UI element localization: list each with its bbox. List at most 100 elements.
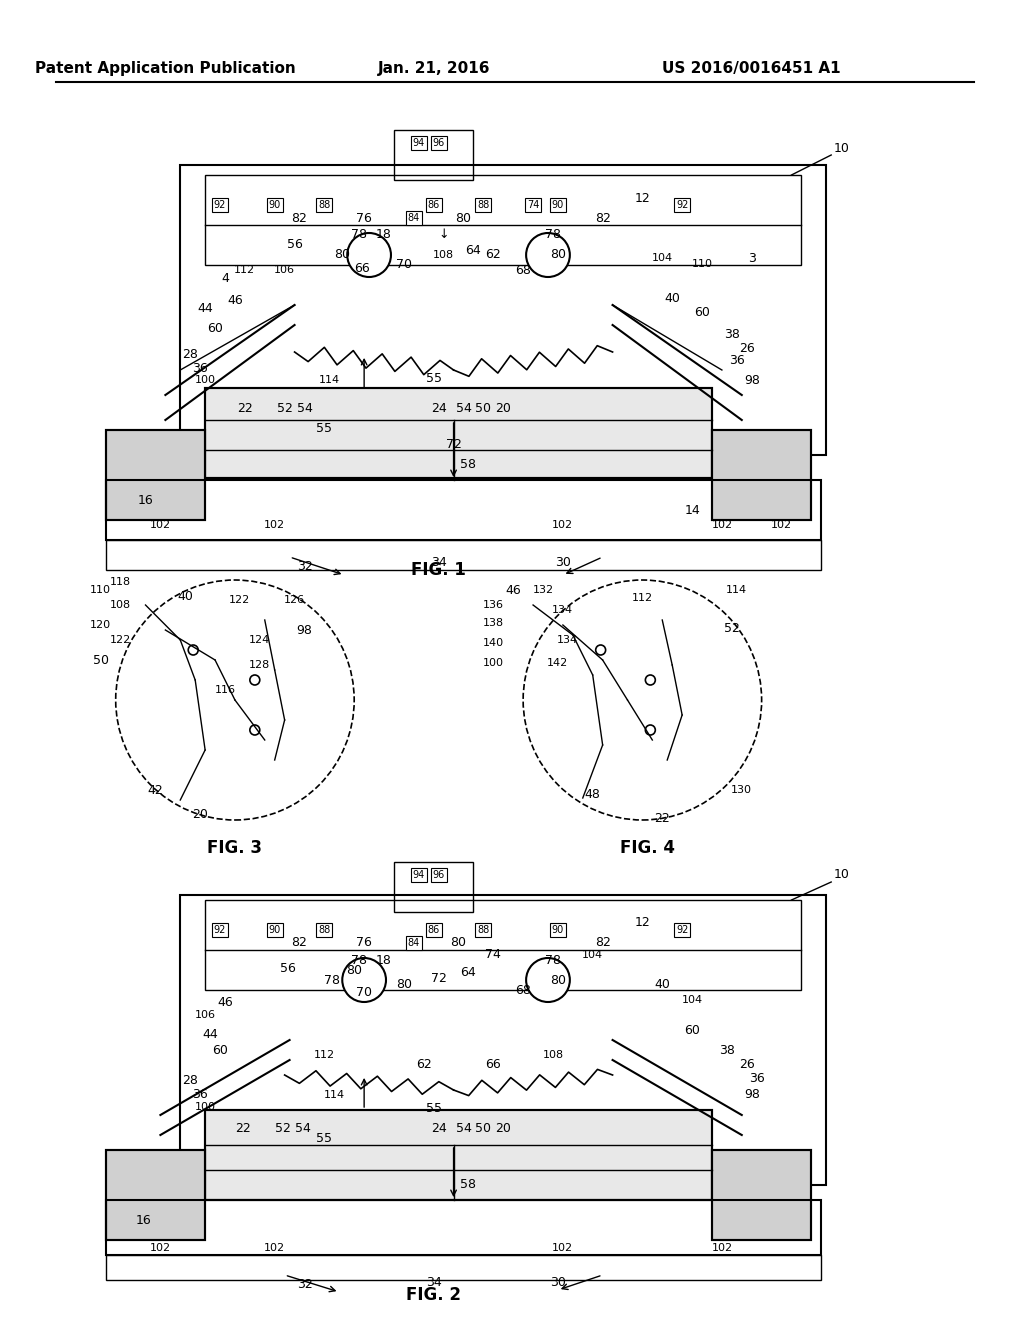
Text: 102: 102 bbox=[264, 1243, 286, 1253]
Text: 44: 44 bbox=[202, 1028, 218, 1041]
Text: 36: 36 bbox=[729, 354, 744, 367]
Text: 70: 70 bbox=[396, 259, 412, 272]
Text: 32: 32 bbox=[297, 561, 312, 573]
Text: 96: 96 bbox=[432, 870, 444, 880]
Text: 48: 48 bbox=[585, 788, 601, 801]
Text: 92: 92 bbox=[676, 201, 688, 210]
Circle shape bbox=[526, 958, 569, 1002]
Text: 102: 102 bbox=[264, 520, 286, 531]
Text: 104: 104 bbox=[651, 253, 673, 263]
Text: 62: 62 bbox=[485, 248, 501, 261]
Circle shape bbox=[342, 958, 386, 1002]
Text: 92: 92 bbox=[214, 201, 226, 210]
Bar bbox=[712, 1150, 811, 1239]
Text: 18: 18 bbox=[376, 228, 392, 242]
Text: 80: 80 bbox=[346, 964, 362, 977]
Circle shape bbox=[250, 675, 260, 685]
Text: 38: 38 bbox=[724, 329, 739, 342]
Text: 14: 14 bbox=[684, 503, 700, 516]
Text: 130: 130 bbox=[731, 785, 753, 795]
Text: 36: 36 bbox=[749, 1072, 765, 1085]
Text: 20: 20 bbox=[496, 401, 511, 414]
Text: Patent Application Publication: Patent Application Publication bbox=[35, 61, 296, 75]
Text: 128: 128 bbox=[249, 660, 270, 671]
Text: 88: 88 bbox=[477, 201, 489, 210]
Text: 104: 104 bbox=[582, 950, 603, 960]
Text: FIG. 4: FIG. 4 bbox=[620, 840, 675, 857]
Text: 72: 72 bbox=[445, 438, 462, 451]
Text: 90: 90 bbox=[552, 925, 564, 935]
Text: 104: 104 bbox=[682, 995, 702, 1005]
Circle shape bbox=[645, 725, 655, 735]
Text: 56: 56 bbox=[287, 238, 302, 251]
Text: 92: 92 bbox=[676, 925, 688, 935]
Bar bbox=[712, 1150, 811, 1239]
Text: 78: 78 bbox=[351, 228, 368, 242]
Text: 62: 62 bbox=[416, 1059, 432, 1072]
Text: 66: 66 bbox=[354, 261, 370, 275]
Bar bbox=[105, 1150, 205, 1239]
Text: 86: 86 bbox=[428, 201, 440, 210]
Text: 80: 80 bbox=[550, 974, 566, 986]
Text: 102: 102 bbox=[552, 520, 573, 531]
Text: 55: 55 bbox=[426, 1101, 441, 1114]
Bar bbox=[394, 129, 473, 180]
Text: 94: 94 bbox=[413, 139, 425, 148]
Text: 86: 86 bbox=[428, 925, 440, 935]
Text: 28: 28 bbox=[182, 348, 199, 362]
Text: 132: 132 bbox=[532, 585, 554, 595]
Bar bbox=[105, 430, 205, 520]
Text: 96: 96 bbox=[432, 139, 444, 148]
Text: 82: 82 bbox=[292, 211, 307, 224]
Text: 76: 76 bbox=[356, 936, 372, 949]
Text: 106: 106 bbox=[195, 1010, 216, 1020]
Text: 70: 70 bbox=[356, 986, 372, 998]
Text: 10: 10 bbox=[834, 141, 849, 154]
Text: 108: 108 bbox=[543, 1049, 563, 1060]
Text: 120: 120 bbox=[90, 620, 112, 630]
Circle shape bbox=[188, 645, 199, 655]
Text: 124: 124 bbox=[249, 635, 270, 645]
Text: 98: 98 bbox=[297, 623, 312, 636]
Bar bbox=[180, 895, 826, 1185]
Text: ↓: ↓ bbox=[438, 228, 449, 242]
Text: 78: 78 bbox=[325, 974, 340, 986]
Bar bbox=[105, 1200, 821, 1255]
Text: 22: 22 bbox=[654, 812, 670, 825]
Text: 102: 102 bbox=[552, 1243, 573, 1253]
Text: 50: 50 bbox=[93, 653, 109, 667]
Text: 90: 90 bbox=[552, 201, 564, 210]
Text: 52: 52 bbox=[724, 622, 739, 635]
Text: 110: 110 bbox=[90, 585, 112, 595]
Text: 138: 138 bbox=[482, 618, 504, 628]
Bar bbox=[105, 480, 821, 540]
Text: 88: 88 bbox=[318, 925, 331, 935]
Text: 84: 84 bbox=[408, 939, 420, 948]
Text: 16: 16 bbox=[135, 1213, 152, 1226]
Text: 118: 118 bbox=[111, 577, 131, 587]
Text: 46: 46 bbox=[217, 997, 232, 1010]
Text: 4: 4 bbox=[221, 272, 229, 285]
Text: 114: 114 bbox=[318, 375, 340, 385]
Text: 52: 52 bbox=[274, 1122, 291, 1134]
Text: 106: 106 bbox=[274, 265, 295, 275]
Text: 114: 114 bbox=[324, 1090, 345, 1100]
Bar bbox=[712, 430, 811, 520]
Text: 60: 60 bbox=[684, 1023, 700, 1036]
Text: 50: 50 bbox=[475, 1122, 492, 1134]
Text: 54: 54 bbox=[456, 1122, 471, 1134]
Text: 112: 112 bbox=[313, 1049, 335, 1060]
Text: 126: 126 bbox=[284, 595, 305, 605]
Text: 40: 40 bbox=[177, 590, 194, 602]
Bar bbox=[205, 900, 802, 990]
Text: 108: 108 bbox=[111, 601, 131, 610]
Text: 60: 60 bbox=[207, 322, 223, 334]
Text: 12: 12 bbox=[635, 916, 650, 929]
Text: 46: 46 bbox=[505, 583, 521, 597]
Bar bbox=[205, 1110, 712, 1200]
Bar bbox=[105, 1255, 821, 1280]
Bar bbox=[205, 1110, 712, 1200]
Bar bbox=[205, 176, 802, 265]
Text: 20: 20 bbox=[193, 808, 208, 821]
Bar bbox=[394, 862, 473, 912]
